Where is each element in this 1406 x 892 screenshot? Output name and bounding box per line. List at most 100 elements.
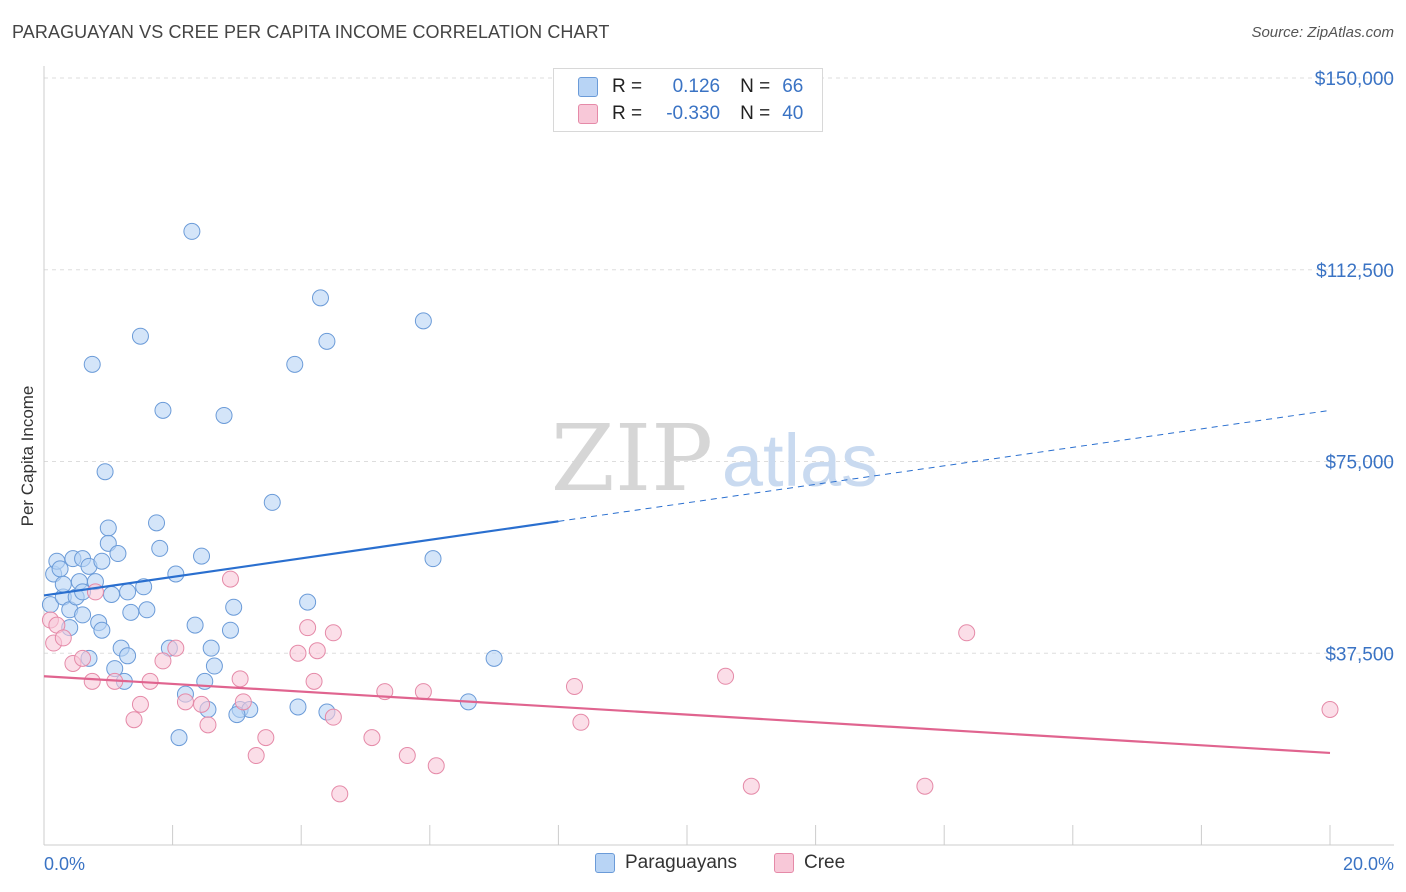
legend-row-paraguayans: R = 0.126 N = 66: [578, 74, 803, 100]
paraguayans-point: [205, 657, 223, 675]
x-tick-label-max: 20.0%: [1343, 854, 1394, 874]
cree-point: [125, 711, 143, 729]
cree-point: [167, 639, 185, 657]
cree-point: [324, 708, 342, 726]
paraguayans-point: [51, 560, 69, 578]
cree-point: [572, 713, 590, 731]
paraguayans-point: [119, 583, 137, 601]
watermark: ZIP atlas: [551, 405, 878, 512]
paraguayans-point: [424, 550, 442, 568]
paraguayans-point: [485, 649, 503, 667]
chart-source: Source: ZipAtlas.com: [1251, 24, 1394, 41]
correlation-legend: R = 0.126 N = 66 R = -0.330 N = 40: [553, 68, 823, 132]
paraguayans-point: [414, 312, 432, 330]
legend-r-label: R =: [612, 76, 643, 97]
paraguayans-point: [109, 545, 127, 563]
cree-point: [398, 747, 416, 765]
trend-lines: [43, 409, 1331, 755]
paraguayans-point: [119, 647, 137, 665]
cree-point: [176, 693, 194, 711]
cree-point: [308, 642, 326, 660]
paraguayans-point: [167, 565, 185, 583]
paraguayans-point: [103, 585, 121, 603]
chart-title: PARAGUAYAN VS CREE PER CAPITA INCOME COR…: [12, 22, 610, 42]
axes: [43, 66, 1394, 846]
paraguayans-point: [93, 552, 111, 570]
paraguayans-point: [183, 222, 201, 240]
paraguayans-point: [289, 698, 307, 716]
cree-trend-line: [43, 675, 1331, 755]
cree-point: [427, 757, 445, 775]
paraguayans-point: [286, 355, 304, 373]
cree-point: [154, 652, 172, 670]
cree-point: [234, 693, 252, 711]
watermark-atlas: atlas: [722, 419, 878, 502]
paraguayans-point: [215, 406, 233, 424]
paraguayans-point: [96, 463, 114, 481]
x-tick-label-min: 0.0%: [44, 854, 85, 874]
cree-point: [199, 716, 217, 734]
cree-point: [414, 683, 432, 701]
y-tick-label: $75,000: [1325, 453, 1394, 474]
paraguayans-point: [138, 601, 156, 619]
cree-point: [717, 667, 735, 685]
paraguayans-point: [299, 593, 317, 611]
paraguayans-point: [151, 539, 169, 557]
paraguayans-point: [202, 639, 220, 657]
cree-point: [289, 644, 307, 662]
legend-r-value: -0.330: [666, 103, 721, 124]
cree-point: [363, 729, 381, 747]
paraguayans-trend-extension: [558, 409, 1331, 522]
scatter-points: [41, 222, 1339, 803]
cree-point: [131, 695, 149, 713]
legend-swatch-pink: [578, 104, 598, 124]
paraguayans-point: [93, 621, 111, 639]
legend-n-value: 40: [782, 103, 804, 124]
paraguayans-point: [170, 729, 188, 747]
cree-point: [324, 624, 342, 642]
cree-point: [257, 729, 275, 747]
legend-r-value: 0.126: [672, 76, 721, 97]
cree-point: [565, 677, 583, 695]
paraguayans-point: [225, 598, 243, 616]
y-tick-label: $37,500: [1325, 644, 1394, 665]
paraguayans-point: [83, 355, 101, 373]
legend-n-label: N =: [740, 103, 771, 124]
bottom-legend-label: Cree: [804, 852, 846, 873]
bottom-legend-swatch-blue: [595, 853, 615, 873]
cree-point: [299, 619, 317, 637]
paraguayans-point: [122, 603, 140, 621]
paraguayans-point: [74, 606, 92, 624]
cree-point: [958, 624, 976, 642]
legend-n-value: 66: [782, 76, 804, 97]
paraguayans-point: [263, 493, 281, 511]
legend-r-label: R =: [612, 103, 643, 124]
cree-point: [221, 570, 239, 588]
paraguayans-point: [221, 621, 239, 639]
paraguayans-point: [311, 289, 329, 307]
cree-point: [54, 629, 72, 647]
paraguayans-point: [318, 332, 336, 350]
paraguayans-point: [131, 327, 149, 345]
cree-point: [331, 785, 349, 803]
cree-point: [231, 670, 249, 688]
cree-point: [247, 747, 265, 765]
paraguayans-point: [148, 514, 166, 532]
cree-point: [74, 649, 92, 667]
bottom-legend-cree: Cree: [774, 852, 845, 874]
bottom-legend-paraguayans: Paraguayans: [595, 852, 737, 874]
legend-row-cree: R = -0.330 N = 40: [578, 101, 803, 127]
paraguayans-point: [99, 519, 117, 537]
legend-n-label: N =: [740, 76, 771, 97]
cree-point: [916, 777, 934, 795]
y-tick-labels: $37,500 $75,000 $112,500 $150,000: [1315, 69, 1394, 665]
paraguayans-point: [154, 401, 172, 419]
bottom-legend-swatch-pink: [774, 853, 794, 873]
paraguayans-point: [193, 547, 211, 565]
paraguayans-trend-line: [43, 520, 559, 597]
paraguayans-point: [54, 575, 72, 593]
cree-point: [193, 695, 211, 713]
watermark-zip: ZIP: [551, 405, 713, 512]
bottom-legend-label: Paraguayans: [625, 852, 737, 873]
